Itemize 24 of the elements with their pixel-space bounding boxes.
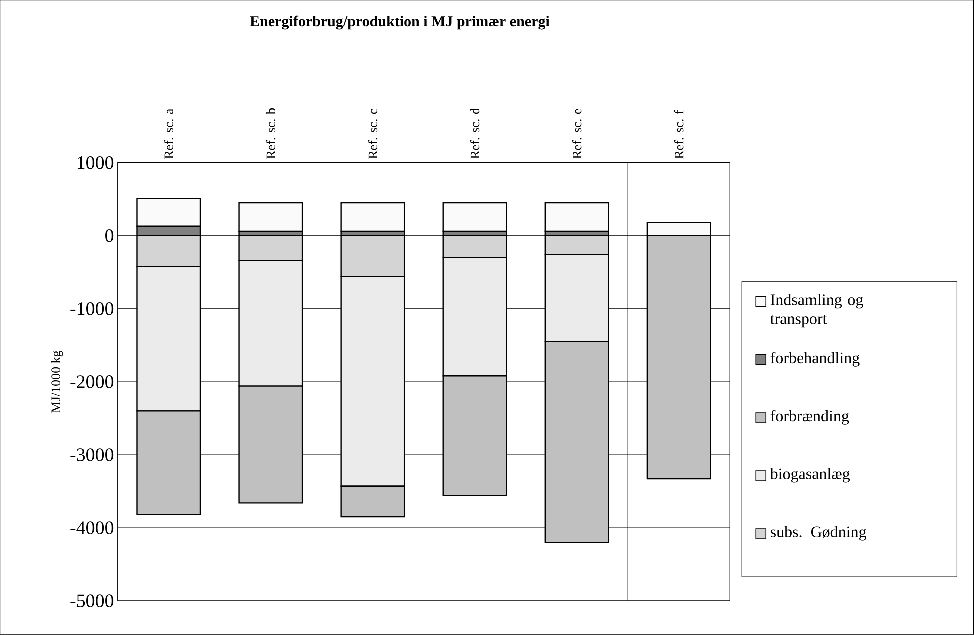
x-tick-label: Ref. sc. d <box>470 108 480 160</box>
y-tick-label: 1000 <box>78 156 114 170</box>
y-tick-label: -1000 <box>70 302 114 316</box>
y-axis-title: MJ/1000 kg <box>51 351 64 413</box>
x-tick-label: Ref. sc. f <box>674 110 684 160</box>
y-tick-label: -4000 <box>70 522 114 534</box>
x-tick-label: Ref. sc. a <box>164 109 174 160</box>
legend-label: Indsamling og transport <box>770 294 864 328</box>
y-tick-label: 0 <box>106 230 114 242</box>
x-tick-label: Ref. sc. e <box>572 109 582 160</box>
bar <box>544 202 610 232</box>
legend-label: biogasanlæg <box>770 468 850 483</box>
chart-title: Energiforbrug/produktion i MJ primær energi <box>250 16 550 30</box>
legend-label: subs. Gødning <box>770 526 866 541</box>
bar <box>442 202 508 232</box>
legend-label: forbehandling <box>770 352 860 367</box>
bar <box>340 202 406 232</box>
x-tick-label: Ref. sc. c <box>368 109 378 160</box>
y-tick-label: -2000 <box>70 376 114 388</box>
y-tick-label: -5000 <box>70 594 114 608</box>
y-tick-label: -3000 <box>70 448 114 462</box>
bar <box>238 202 304 232</box>
legend-label: forbrænding <box>770 410 850 425</box>
x-tick-label: Ref. sc. b <box>266 108 276 160</box>
